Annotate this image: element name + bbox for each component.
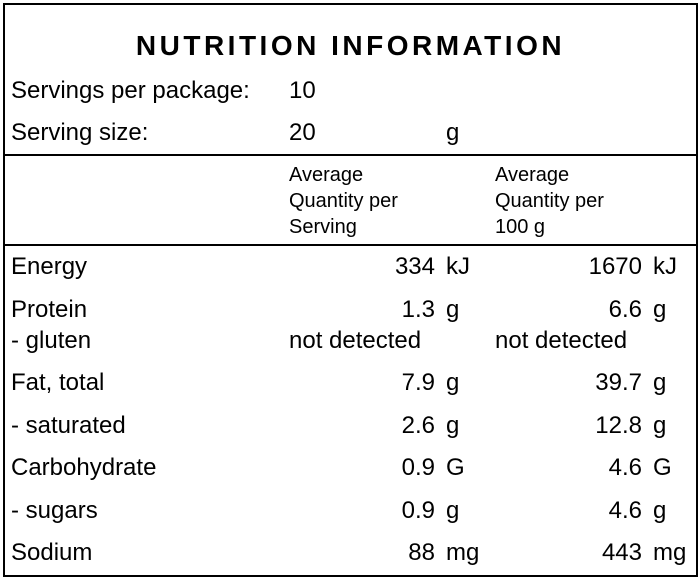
divider — [5, 154, 696, 156]
cell-value: 4.6 — [608, 454, 642, 481]
cell-unit: g — [653, 369, 667, 396]
row-name: - gluten — [11, 327, 92, 354]
servings-value: 10 — [289, 77, 316, 104]
cell-value: 334 — [394, 253, 435, 280]
cell-text: not detected — [495, 327, 628, 354]
serving-size-label: Serving size: — [11, 119, 149, 146]
column-header: 100 g — [495, 216, 546, 238]
cell-unit: kJ — [653, 253, 677, 280]
divider — [5, 244, 696, 246]
cell-unit: g — [446, 296, 460, 323]
cell-unit: g — [653, 296, 667, 323]
serving-size-value: 20 — [289, 119, 316, 146]
row-name: - saturated — [11, 412, 126, 439]
cell-value: 7.9 — [401, 369, 435, 396]
row-name: Energy — [11, 253, 88, 280]
column-header: Serving — [289, 216, 357, 238]
cell-unit: g — [446, 497, 460, 524]
serving-size-unit: g — [446, 119, 460, 146]
column-header: Quantity per — [495, 190, 604, 212]
row-name: Fat, total — [11, 369, 105, 396]
row-name: Carbohydrate — [11, 454, 157, 481]
cell-unit: g — [653, 412, 667, 439]
cell-value: 12.8 — [595, 412, 642, 439]
cell-value: 6.6 — [608, 296, 642, 323]
row-name: - sugars — [11, 497, 98, 524]
servings-label: Servings per package: — [11, 77, 250, 104]
cell-unit: g — [446, 412, 460, 439]
cell-value: 0.9 — [401, 497, 435, 524]
cell-text: not detected — [289, 327, 422, 354]
cell-value: 1.3 — [401, 296, 435, 323]
cell-unit: G — [446, 454, 465, 481]
column-header: Average — [495, 164, 570, 186]
cell-unit: kJ — [446, 253, 470, 280]
cell-value: 0.9 — [401, 454, 435, 481]
nutrition-panel: NUTRITION INFORMATION Servings per packa… — [3, 3, 698, 577]
cell-value: 2.6 — [401, 412, 435, 439]
cell-unit: mg — [446, 539, 480, 566]
cell-value: 88 — [408, 539, 435, 566]
cell-unit: mg — [653, 539, 687, 566]
cell-unit: g — [446, 369, 460, 396]
column-header: Average — [289, 164, 364, 186]
row-name: Sodium — [11, 539, 93, 566]
cell-unit: G — [653, 454, 672, 481]
cell-value: 1670 — [588, 253, 642, 280]
title: NUTRITION INFORMATION — [135, 30, 566, 61]
cell-value: 4.6 — [608, 497, 642, 524]
cell-value: 39.7 — [595, 369, 642, 396]
cell-unit: g — [653, 497, 667, 524]
column-header: Quantity per — [289, 190, 398, 212]
cell-value: 443 — [601, 539, 642, 566]
row-name: Protein — [11, 296, 88, 323]
